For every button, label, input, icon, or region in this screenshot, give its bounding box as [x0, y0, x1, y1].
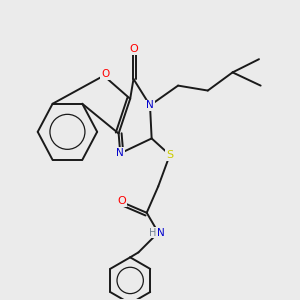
Text: N: N: [116, 148, 124, 158]
Text: H: H: [148, 228, 156, 238]
Text: O: O: [118, 196, 126, 206]
Text: N: N: [146, 100, 154, 110]
Text: S: S: [166, 150, 173, 160]
Text: N: N: [157, 228, 165, 238]
Text: O: O: [130, 44, 139, 54]
Text: O: O: [101, 69, 110, 79]
